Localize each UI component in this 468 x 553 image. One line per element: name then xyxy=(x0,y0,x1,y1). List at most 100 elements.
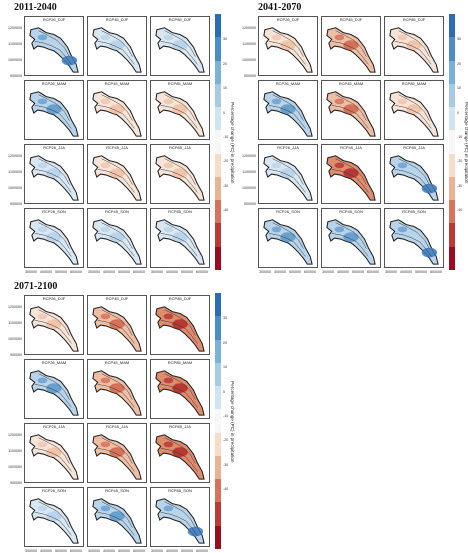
province-boundaries xyxy=(160,309,198,344)
anomaly-patch xyxy=(397,34,408,41)
map-panel: RCP85_JJA xyxy=(150,423,210,483)
x-tick-label: 300000 xyxy=(88,270,100,274)
x-tick-label: 300000 xyxy=(259,270,271,274)
country-outline xyxy=(92,370,142,416)
colorbar-segment xyxy=(449,130,455,154)
province-boundaries xyxy=(160,437,198,472)
anomaly-patch xyxy=(46,447,62,457)
province-boundaries xyxy=(34,222,72,257)
map-panel: RCP45_DJF xyxy=(87,16,147,76)
anomaly-patch xyxy=(163,505,174,512)
anomaly-patch xyxy=(163,313,174,320)
panel-title: RCP85_SON xyxy=(168,209,192,214)
country-map xyxy=(29,27,79,73)
panel-title: RCP45_MAM xyxy=(104,360,130,365)
country-outline xyxy=(263,27,313,73)
map-panel: RCP85_MAM xyxy=(150,359,210,419)
country-outline xyxy=(155,91,205,137)
country-map xyxy=(155,434,205,480)
province-boundaries xyxy=(97,222,135,257)
colorbar-segment xyxy=(449,200,455,224)
panel-title: RCP45_SON xyxy=(105,209,129,214)
country-outline xyxy=(326,27,376,73)
y-tick-label: 1200000 xyxy=(8,433,22,437)
colorbar-segment xyxy=(215,409,221,433)
colorbar-segment xyxy=(215,176,221,201)
panel-title: RCP26_JJA xyxy=(43,145,65,150)
anomaly-patch xyxy=(397,162,408,169)
anomaly-patch xyxy=(163,34,174,41)
country-outline xyxy=(389,91,439,137)
country-map xyxy=(29,498,79,544)
colorbar-segment xyxy=(215,386,221,410)
x-tick-label: 500000 xyxy=(415,270,427,274)
anomaly-patch xyxy=(37,98,48,105)
anomaly-patch xyxy=(100,441,111,448)
map-panel: RCP26_MAM xyxy=(24,359,84,419)
panel-title: RCP85_JJA xyxy=(169,145,191,150)
anomaly-patch xyxy=(163,441,174,448)
anomaly-patch xyxy=(343,104,359,114)
x-tick-label: 600000 xyxy=(196,270,208,274)
anomaly-patch xyxy=(397,98,408,105)
country-outline xyxy=(155,27,205,73)
province-boundaries xyxy=(331,30,369,65)
colorbar-tick-label: 10 xyxy=(457,86,461,91)
map-panel: RCP85_JJA xyxy=(384,144,444,204)
colorbar-segment xyxy=(215,107,221,131)
colorbar-segment xyxy=(215,246,221,270)
x-tick-label: 400000 xyxy=(166,270,178,274)
anomaly-patch xyxy=(172,319,188,329)
map-panel: RCP45_SON xyxy=(87,208,147,268)
province-boundaries xyxy=(97,30,135,65)
map-panel: RCP26_MAM xyxy=(258,80,318,140)
country-outline xyxy=(155,370,205,416)
colorbar-segment xyxy=(215,37,221,61)
colorbar-segment xyxy=(215,339,221,363)
anomaly-patch xyxy=(172,447,188,457)
colorbar-tick-label: -40 xyxy=(457,208,463,213)
colorbar xyxy=(449,14,455,270)
map-panel: RCP45_SON xyxy=(87,487,147,547)
colorbar-segment xyxy=(215,60,221,84)
colorbar-tick-label: -20 xyxy=(457,159,463,164)
colorbar-segment xyxy=(215,200,221,224)
colorbar-segment xyxy=(215,525,221,549)
map-panel: RCP26_DJF xyxy=(24,295,84,355)
colorbar-segment xyxy=(449,14,455,38)
colorbar-tick-label: 20 xyxy=(223,61,227,66)
y-tick-label: 1100000 xyxy=(8,449,22,453)
anomaly-patch xyxy=(37,377,48,384)
anomaly-patch xyxy=(37,313,48,320)
country-map xyxy=(92,219,142,265)
country-map xyxy=(92,27,142,73)
country-outline xyxy=(389,155,439,201)
colorbar-segment xyxy=(215,83,221,108)
country-map xyxy=(29,306,79,352)
anomaly-patch xyxy=(334,98,345,105)
x-tick-label: 300000 xyxy=(151,270,163,274)
anomaly-patch xyxy=(109,232,125,242)
period-title: 2041-2070 xyxy=(258,2,302,13)
map-panel: RCP45_DJF xyxy=(87,295,147,355)
anomaly-patch xyxy=(421,183,438,194)
anomaly-patch xyxy=(109,40,125,50)
colorbar-segment xyxy=(215,293,221,317)
map-panel: RCP85_DJF xyxy=(384,16,444,76)
colorbar-title: Percentage change (PC) in precipitation xyxy=(230,381,235,463)
colorbar-segment xyxy=(215,479,221,503)
y-tick-label: 1200000 xyxy=(242,26,256,30)
y-tick-label: 1100000 xyxy=(242,42,256,46)
colorbar-segment xyxy=(215,432,221,456)
anomaly-patch xyxy=(100,226,111,233)
y-tick-label: 1100000 xyxy=(8,321,22,325)
x-tick-label: 500000 xyxy=(55,270,67,274)
anomaly-patch xyxy=(172,232,188,242)
panel-title: RCP26_DJF xyxy=(276,17,300,22)
province-boundaries xyxy=(34,94,72,129)
anomaly-patch xyxy=(100,377,111,384)
map-panel: RCP45_MAM xyxy=(87,359,147,419)
x-tick-label: 400000 xyxy=(400,270,412,274)
map-panel: RCP45_DJF xyxy=(321,16,381,76)
colorbar-tick-label: 20 xyxy=(457,61,461,66)
